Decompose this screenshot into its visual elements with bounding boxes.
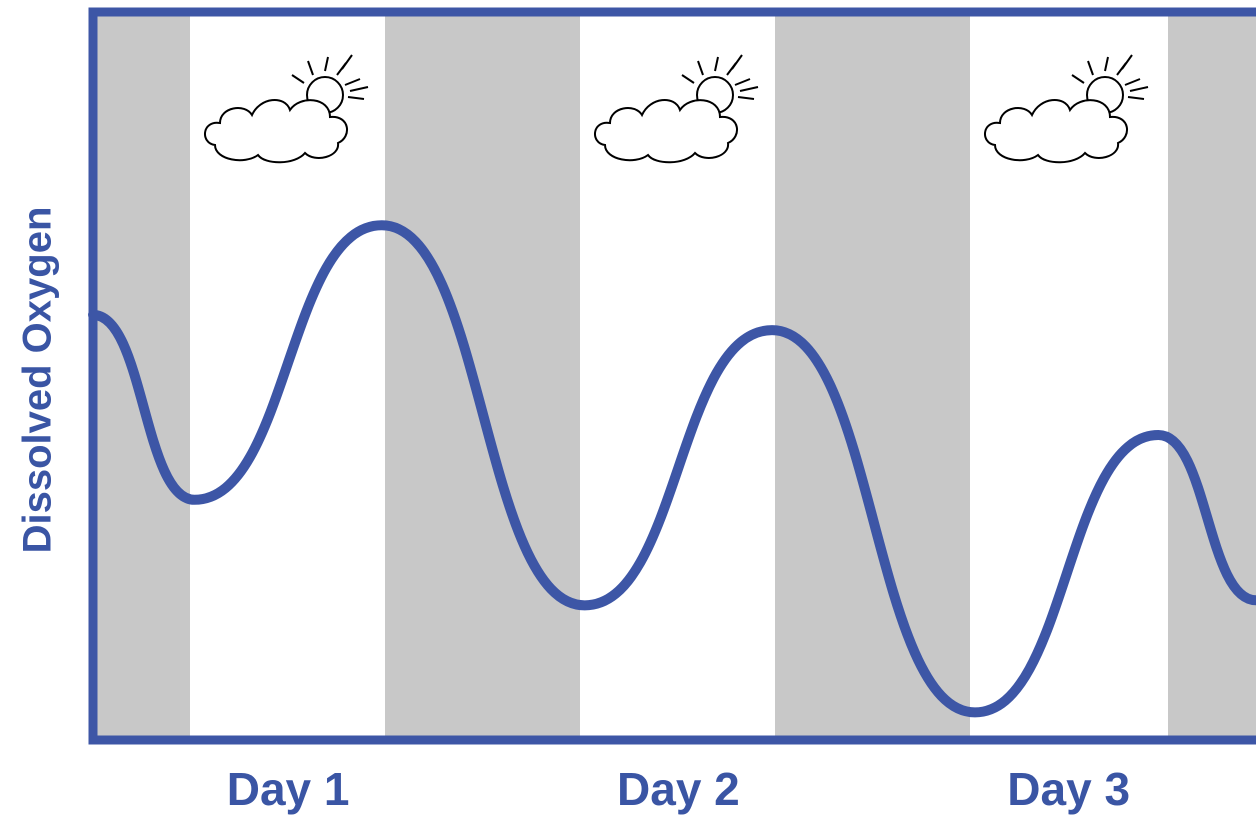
x-tick-label: Day 1 bbox=[227, 763, 350, 815]
x-tick-label: Day 3 bbox=[1007, 763, 1130, 815]
plot-frame bbox=[88, 7, 1256, 745]
oxygen-line bbox=[88, 220, 1256, 718]
y-axis-label: Dissolved Oxygen bbox=[16, 207, 60, 554]
x-tick-label: Day 2 bbox=[617, 763, 740, 815]
